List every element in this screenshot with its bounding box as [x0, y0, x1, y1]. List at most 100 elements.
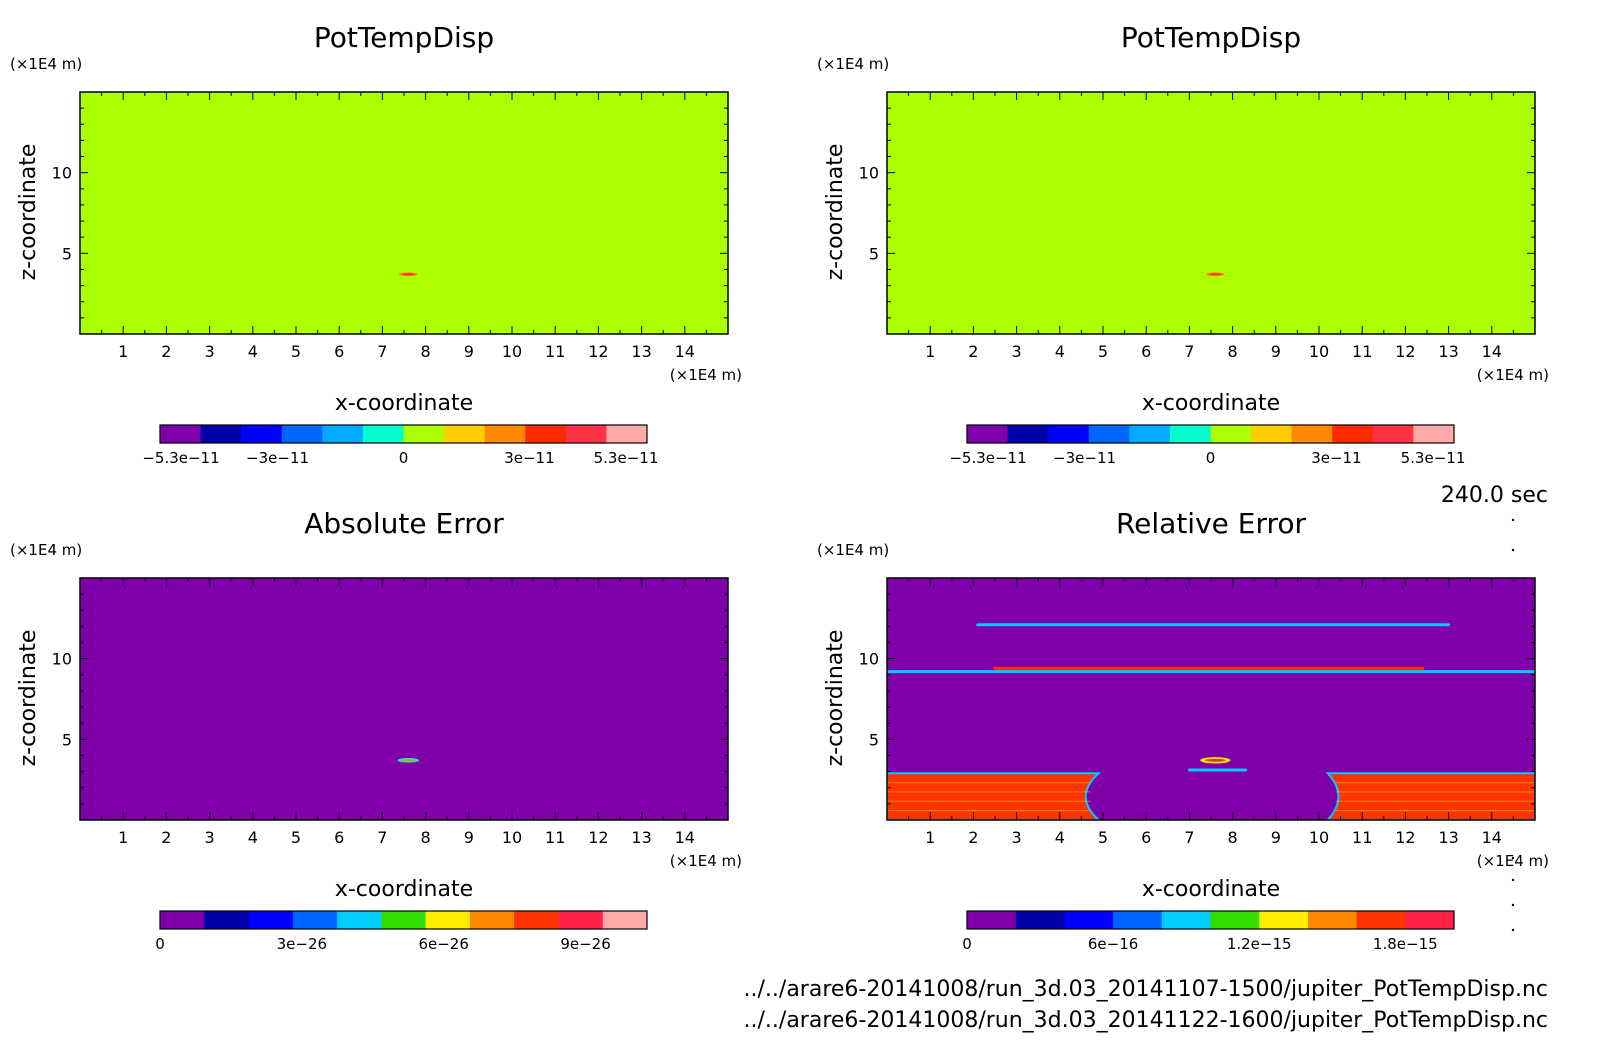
- x-tick-label: 11: [545, 342, 565, 361]
- x-tick-label: 10: [1309, 342, 1329, 361]
- colorbar-swatch: [484, 425, 526, 443]
- blob-core: [1208, 273, 1222, 276]
- colorbar-frame: [159, 910, 648, 930]
- margin-dot: [1511, 878, 1515, 882]
- colorbar-tick-label: 1.8e−15: [1373, 935, 1438, 953]
- colorbar-swatch: [281, 425, 323, 443]
- colorbar-swatch: [337, 911, 382, 929]
- plot-features: [398, 272, 418, 277]
- x-tick-label: 8: [421, 342, 431, 361]
- x-unit-label: (×1E4 m): [1477, 366, 1549, 384]
- x-tick-label: 12: [1395, 828, 1415, 847]
- x-unit-label: (×1E4 m): [670, 852, 742, 870]
- x-tick-label: 12: [588, 342, 608, 361]
- colorbar-swatch: [381, 911, 427, 929]
- x-tick-label: 3: [205, 342, 215, 361]
- plot-background: [887, 92, 1535, 334]
- x-tick-label: 14: [1482, 342, 1502, 361]
- colorbar-swatch: [362, 425, 404, 443]
- colorbar-tick-label: 6e−16: [1088, 935, 1138, 953]
- x-tick-label: 6: [334, 342, 344, 361]
- blob-core: [1204, 758, 1226, 762]
- colorbar-swatch: [425, 911, 471, 929]
- x-tick-label: 4: [248, 342, 258, 361]
- colorbar-swatch: [248, 911, 294, 929]
- x-tick-label: 9: [1271, 342, 1281, 361]
- colorbar-swatch: [606, 425, 648, 443]
- x-tick-label: 7: [377, 342, 387, 361]
- x-tick-label: 5: [1098, 828, 1108, 847]
- chart-panel-3: Absolute Error(×1E4 m)1 2 3 4 5 6 7 8 9 10 11 12 13 1…: [10, 507, 742, 953]
- panel-title: Relative Error: [1116, 507, 1307, 540]
- colorbar-swatch: [1088, 425, 1130, 443]
- y-tick-label: 10: [859, 650, 879, 669]
- x-tick-label: 4: [1055, 342, 1065, 361]
- timestamp-label: 240.0 sec: [1441, 483, 1548, 508]
- x-tick-label: 12: [588, 828, 608, 847]
- x-tick-label: 11: [1352, 828, 1372, 847]
- colorbar-swatch: [1064, 911, 1114, 929]
- colorbar-swatch: [1210, 911, 1260, 929]
- colorbar-tick-label: −3e−11: [1053, 449, 1116, 467]
- y-axis-label: z-coordinate: [823, 144, 848, 281]
- y-tick-label: 10: [859, 164, 879, 183]
- colorbar-tick-label: 3e−11: [1311, 449, 1361, 467]
- margin-dot: [1511, 548, 1515, 552]
- x-tick-label: 3: [1012, 342, 1022, 361]
- colorbar-swatch: [1169, 425, 1211, 443]
- colorbar-swatch: [1007, 425, 1049, 443]
- colorbar-tick-label: −3e−11: [246, 449, 309, 467]
- y-unit-label: (×1E4 m): [10, 541, 82, 559]
- colorbar-swatch: [1291, 425, 1333, 443]
- y-tick-label: 5: [62, 244, 72, 263]
- x-tick-label: 5: [1098, 342, 1108, 361]
- colorbar-swatch: [1210, 425, 1252, 443]
- plot-features: [1205, 272, 1225, 277]
- colorbar-swatch: [241, 425, 283, 443]
- x-tick-label: 1: [925, 342, 935, 361]
- plot-features: [397, 758, 420, 763]
- x-tick-label: 4: [248, 828, 258, 847]
- x-tick-label: 5: [291, 342, 301, 361]
- y-tick-label: 5: [62, 730, 72, 749]
- x-tick-label: 11: [545, 828, 565, 847]
- colorbar-swatch: [322, 425, 364, 443]
- colorbar-swatch: [1113, 911, 1163, 929]
- x-tick-label: 8: [1228, 342, 1238, 361]
- x-tick-label: 1: [925, 828, 935, 847]
- x-tick-label: 14: [675, 828, 695, 847]
- colorbar-tick-label: −5.3e−11: [949, 449, 1026, 467]
- colorbar-tick-label: 0: [1206, 449, 1216, 467]
- y-tick-label: 5: [869, 244, 879, 263]
- colorbar-swatch: [514, 911, 559, 929]
- margin-dot: [1511, 856, 1515, 860]
- x-unit-label: (×1E4 m): [1477, 852, 1549, 870]
- x-tick-label: 10: [502, 828, 522, 847]
- colorbar-swatch: [444, 425, 486, 443]
- x-tick-label: 5: [291, 828, 301, 847]
- colorbar-tick-label: −5.3e−11: [142, 449, 219, 467]
- colorbar-swatch: [558, 911, 604, 929]
- x-tick-label: 9: [1271, 828, 1281, 847]
- colorbar-swatch: [469, 911, 515, 929]
- plot-features: [887, 623, 1535, 820]
- colorbar-tick-label: 9e−26: [560, 935, 610, 953]
- x-tick-label: 12: [1395, 342, 1415, 361]
- colorbar-tick-label: 3e−26: [277, 935, 327, 953]
- x-tick-label: 13: [631, 828, 651, 847]
- chart-panel-1: PotTempDisp(×1E4 m)1 2 3 4 5 6 7 8 9 10 11 12 13 1451…: [10, 21, 742, 467]
- colorbar-swatch: [967, 911, 1017, 929]
- colorbar-swatch: [1048, 425, 1090, 443]
- y-unit-label: (×1E4 m): [817, 55, 889, 73]
- colorbar-tick-label: 0: [399, 449, 409, 467]
- x-tick-label: 7: [1184, 828, 1194, 847]
- colorbar-swatch: [160, 911, 205, 929]
- file-path-1: ../../arare6-20141008/run_3d.03_20141107…: [744, 977, 1548, 1002]
- x-tick-label: 13: [631, 342, 651, 361]
- colorbar-tick-label: 0: [155, 935, 165, 953]
- plot-background: [80, 578, 728, 820]
- colorbar-swatch: [1356, 911, 1406, 929]
- colorbar-swatch: [1307, 911, 1358, 929]
- margin-dot: [1511, 928, 1515, 932]
- y-axis-label: z-coordinate: [16, 144, 41, 281]
